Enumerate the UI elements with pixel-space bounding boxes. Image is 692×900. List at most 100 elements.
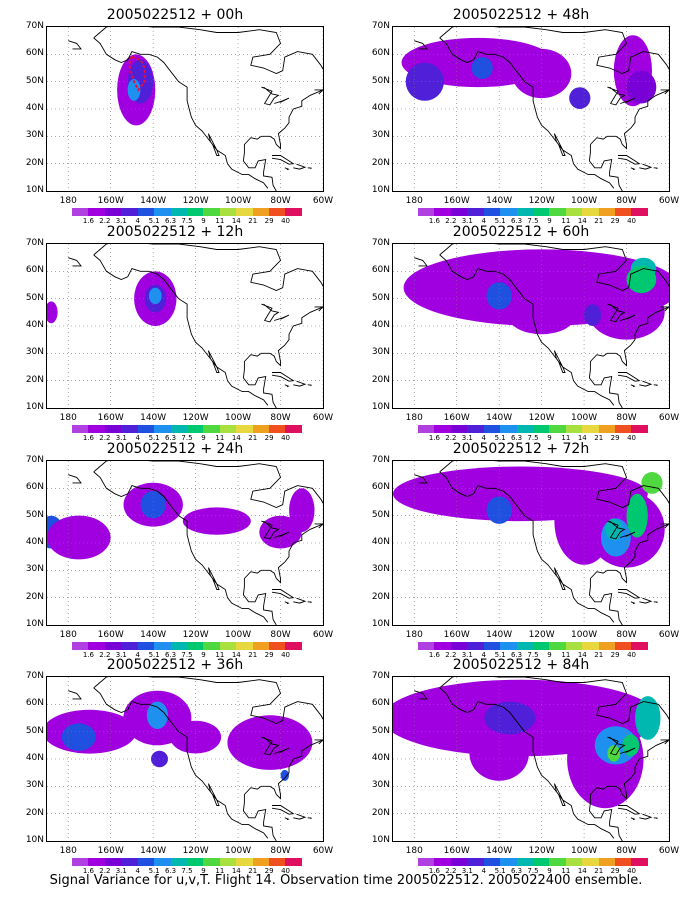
colorbar-swatch (285, 208, 302, 216)
lon-label: 80W (616, 846, 637, 856)
colorbar-label: 21 (248, 217, 258, 225)
colorbar-label: 40 (281, 434, 291, 442)
lat-label: 10N (25, 185, 44, 195)
panel-title: 2005022512 + 48h (452, 7, 590, 23)
variance-region (140, 491, 166, 519)
colorbar-swatch (565, 858, 583, 866)
colorbar-swatch (269, 642, 286, 650)
lon-label: 140W (486, 846, 513, 856)
lon-label: 160W (443, 846, 470, 856)
colorbar-label: 21 (594, 867, 604, 875)
colorbar-labels: 1.6 2.2 3.1 4 5.1 6.3 7.5 9 11 14 21 29 40 (72, 651, 302, 660)
colorbar-swatch (500, 858, 517, 866)
colorbar-swatch (598, 858, 616, 866)
colorbar-swatch (483, 208, 501, 216)
colorbar-label: 14 (577, 217, 587, 225)
colorbar-swatch (269, 208, 286, 216)
variance-region (622, 734, 640, 757)
colorbar-label: 9 (547, 651, 552, 659)
colorbar-swatch (170, 425, 187, 433)
colorbar-swatch (549, 208, 566, 216)
lat-label: 20N (371, 374, 390, 385)
colorbar-swatch (285, 425, 302, 433)
lon-label: 120W (528, 630, 555, 640)
colorbar-swatch (154, 425, 171, 433)
colorbar-swatch (565, 425, 583, 433)
lat-label: 10N (25, 835, 44, 845)
colorbar-label: 29 (610, 217, 620, 225)
colorbar-label: 4 (135, 434, 140, 442)
colorbar-label: 2.2 (99, 217, 111, 225)
lon-label: 60W (658, 413, 680, 423)
colorbar-swatch (549, 858, 566, 866)
variance-region (569, 87, 591, 109)
lon-label: 140W (140, 196, 167, 206)
variance-region (146, 701, 168, 729)
lon-label: 80W (270, 846, 291, 856)
lon-label: 140W (140, 413, 167, 423)
lat-label: 20N (371, 591, 390, 602)
colorbar-swatch (418, 208, 435, 216)
lon-label: 60W (658, 196, 680, 206)
colorbar-label: 21 (594, 217, 604, 225)
colorbar-label: 14 (577, 434, 587, 442)
colorbar-swatch (631, 642, 648, 650)
colorbar-swatch (88, 208, 105, 216)
lat-label: 40N (25, 537, 44, 547)
colorbar-swatch (434, 642, 451, 650)
colorbar-swatch (467, 208, 484, 216)
colorbar-swatch (236, 208, 253, 216)
figure-caption: Signal Variance for u,v,T. Flight 14. Ob… (49, 873, 643, 888)
lat-label: 60N (25, 265, 44, 276)
colorbar (418, 642, 648, 650)
colorbar-swatch (137, 208, 155, 216)
colorbar-label: 9 (201, 434, 206, 442)
colorbar-swatch (186, 858, 204, 866)
colorbar-label: 21 (248, 651, 258, 659)
colorbar-swatch (549, 425, 566, 433)
colorbar-label: 3.1 (115, 434, 127, 442)
colorbar-label: 40 (627, 434, 637, 442)
colorbar-label: 6.3 (510, 217, 523, 225)
colorbar-swatch (104, 642, 122, 650)
lat-label: 40N (371, 320, 390, 330)
colorbar-swatch (418, 642, 435, 650)
colorbar-swatch (104, 425, 122, 433)
lon-label: 180 (405, 630, 423, 640)
colorbar-swatch (516, 208, 533, 216)
lon-label: 80W (270, 630, 291, 640)
colorbar-swatch (532, 858, 550, 866)
colorbar-label: 11 (561, 867, 571, 875)
lon-label: 100W (571, 196, 598, 206)
lat-label: 70N (371, 455, 390, 465)
map-panel: 2005022512 + 72h 70N 60N 50N 40N 30N 20N 10N 180… (366, 440, 679, 659)
map-plot (392, 460, 670, 626)
coastline (414, 244, 669, 408)
colorbar-labels: 1.6 2.2 3.1 4 5.1 6.3 7.5 9 11 14 21 29 40 (72, 217, 302, 226)
lat-label: 20N (371, 807, 390, 818)
colorbar-label: 1.6 (82, 651, 94, 659)
colorbar-swatch (203, 208, 220, 216)
lon-label: 100W (225, 196, 252, 206)
colorbar-swatch (269, 858, 286, 866)
lat-label: 40N (371, 753, 390, 763)
colorbar-label: 2.2 (99, 434, 111, 442)
colorbar-swatch (565, 208, 583, 216)
lon-label: 100W (225, 630, 252, 640)
colorbar-swatch (516, 425, 533, 433)
colorbar-swatch (186, 208, 204, 216)
lon-label: 80W (616, 196, 637, 206)
lon-label: 160W (97, 196, 124, 206)
map-plot (46, 243, 324, 409)
lat-label: 40N (371, 537, 390, 547)
colorbar-swatch (418, 425, 435, 433)
colorbar-swatch (121, 425, 138, 433)
variance-region (635, 696, 661, 740)
colorbar-swatch (450, 425, 468, 433)
coastline (414, 677, 669, 841)
colorbar-label: 2.2 (445, 434, 457, 442)
variance-region (484, 701, 536, 735)
lon-label: 120W (182, 630, 209, 640)
colorbar-swatch (615, 642, 632, 650)
lat-label: 70N (25, 238, 44, 248)
